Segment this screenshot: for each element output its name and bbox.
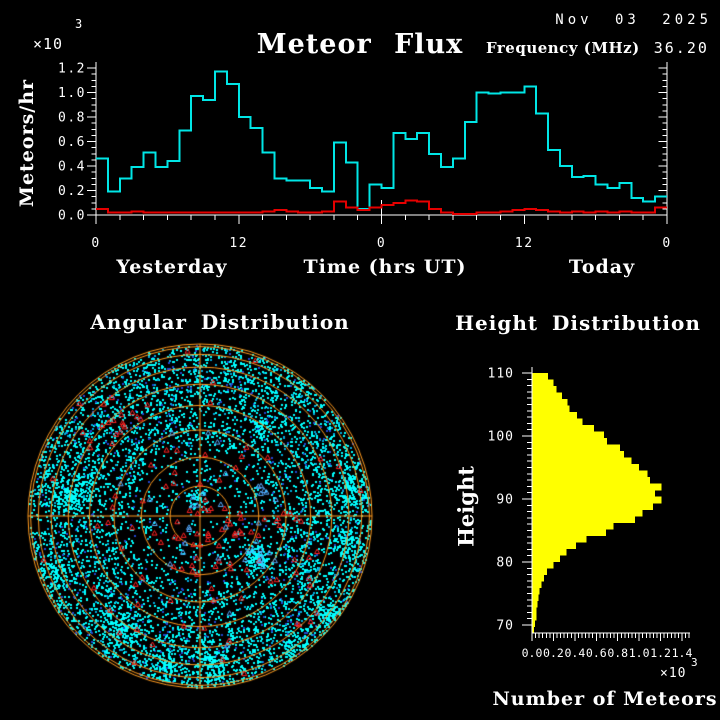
- date-label: Nov 03 2025: [555, 12, 712, 28]
- svg-text:110: 110: [488, 367, 514, 382]
- flux-x-axis-label: Time (hrs UT): [303, 256, 467, 278]
- flux-section-today: Today: [568, 256, 636, 278]
- height-y-axis-label: Height: [453, 466, 479, 547]
- frequency-value: 36.20: [653, 39, 709, 57]
- height-x-axis-label: Number of Meteors: [492, 688, 718, 710]
- height-chart-group: 110 100 90 80 70 0.0 0.2 0.4 0.6 0.8 1.0 1.2 1.4: [488, 367, 693, 661]
- angular-title: Angular Distribution: [90, 310, 350, 334]
- height-axes: [522, 367, 690, 641]
- flux-chart-group: 0.0 0.2 0.4 0.6 0.8 1.0 1.2 0 12 0 12 0: [58, 62, 671, 252]
- svg-text:0.0: 0.0: [58, 209, 86, 224]
- svg-text:0.8: 0.8: [58, 111, 86, 126]
- svg-text:0.0: 0.0: [522, 646, 543, 660]
- svg-text:90: 90: [496, 493, 514, 508]
- svg-text:0: 0: [91, 236, 100, 251]
- svg-text:0.4: 0.4: [564, 646, 585, 660]
- svg-text:0.4: 0.4: [58, 160, 86, 175]
- flux-axes: [87, 62, 668, 224]
- svg-text:0.2: 0.2: [58, 184, 86, 199]
- svg-text:0: 0: [662, 236, 671, 251]
- height-title: Height Distribution: [455, 311, 701, 335]
- height-bars: [532, 373, 662, 634]
- flux-section-yesterday: Yesterday: [116, 256, 228, 278]
- svg-text:1.4: 1.4: [672, 646, 693, 660]
- page-title: Meteor Flux: [256, 29, 464, 60]
- svg-text:0: 0: [377, 236, 386, 251]
- svg-text:1.0: 1.0: [58, 86, 86, 101]
- height-x-exponent: 3: [691, 656, 698, 669]
- svg-text:12: 12: [229, 236, 248, 251]
- svg-text:12: 12: [515, 236, 534, 251]
- svg-text:1.2: 1.2: [58, 62, 86, 77]
- flux-y-axis-label: Meteors/hr: [16, 78, 38, 208]
- svg-text:0.2: 0.2: [543, 646, 564, 660]
- flux-main-line: [96, 70, 667, 210]
- svg-text:0.6: 0.6: [586, 646, 607, 660]
- frequency-label: Frequency (MHz): [486, 39, 640, 57]
- svg-text:80: 80: [496, 556, 514, 571]
- svg-text:0.8: 0.8: [607, 646, 628, 660]
- svg-text:0.6: 0.6: [58, 135, 86, 150]
- svg-text:1.2: 1.2: [650, 646, 671, 660]
- svg-text:1.0: 1.0: [629, 646, 650, 660]
- angular-plot: [26, 342, 374, 690]
- flux-secondary-line: [96, 199, 667, 215]
- flux-y-multiplier: ×10: [33, 35, 64, 53]
- height-x-multiplier: ×10: [660, 666, 687, 681]
- svg-text:100: 100: [488, 430, 514, 445]
- frequency-row: Frequency (MHz) 36.20: [486, 38, 709, 57]
- flux-y-exponent: 3: [75, 17, 83, 31]
- svg-text:70: 70: [496, 619, 514, 634]
